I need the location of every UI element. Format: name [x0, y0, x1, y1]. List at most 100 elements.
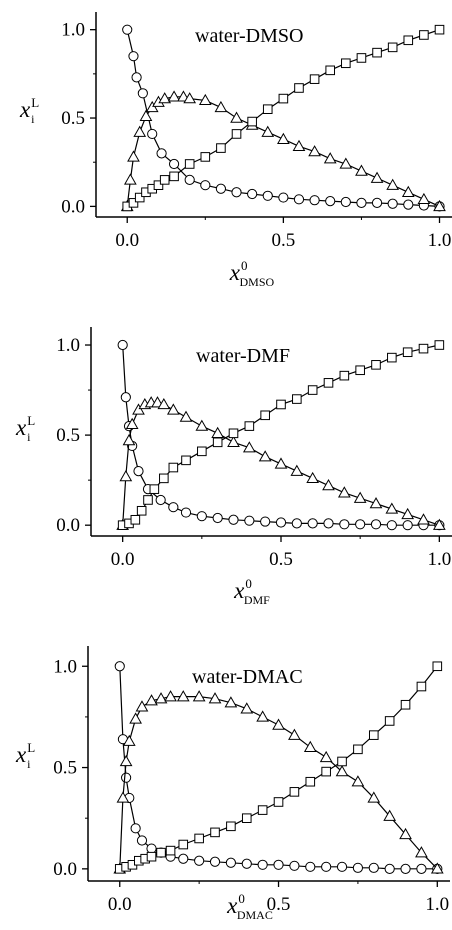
data-point-triangle [290, 464, 304, 476]
data-point-circle [137, 88, 148, 99]
data-point-square [168, 462, 179, 473]
series-square [114, 661, 443, 874]
data-point-square [169, 171, 179, 182]
data-point-triangle [129, 712, 142, 724]
data-point-triangle [240, 702, 254, 714]
x-tick-label: 1.0 [428, 230, 452, 251]
data-point-triangle [335, 765, 349, 777]
data-point-square [432, 661, 443, 672]
data-point-square [210, 827, 220, 838]
data-point-circle [400, 863, 411, 874]
data-point-square [216, 143, 226, 153]
data-point-triangle [132, 403, 145, 415]
data-point-square [368, 730, 379, 740]
data-point-square [434, 340, 445, 350]
data-point-square [134, 192, 145, 203]
data-point-square [273, 797, 284, 807]
data-point-triangle [355, 164, 368, 176]
data-point-square [159, 473, 169, 484]
data-point-triangle [415, 846, 428, 858]
data-point-square [260, 410, 270, 421]
data-point-triangle [433, 199, 446, 212]
data-point-square [418, 343, 429, 354]
data-point-triangle [135, 700, 149, 712]
data-point-triangle [164, 690, 177, 702]
data-point-square [184, 159, 195, 169]
data-point-square [136, 505, 147, 516]
data-point-triangle [274, 457, 288, 469]
data-point-triangle [369, 497, 383, 509]
data-point-triangle [127, 150, 140, 162]
data-point-square [165, 845, 176, 856]
data-point-triangle [195, 419, 209, 431]
data-point-circle [120, 392, 131, 403]
chart-panel-1: 0.0 0.5 1.0 0.0 0.5 1.0 water-DMSO xL i x0 DMSO [19, 12, 452, 289]
data-point-circle [117, 339, 128, 351]
data-point-circle [356, 197, 367, 208]
data-point-square [156, 847, 166, 858]
data-point-triangle [154, 692, 168, 704]
data-point-circle [121, 772, 132, 783]
y-tick-label: 0.5 [53, 758, 77, 779]
data-point-triangle [158, 92, 172, 104]
data-point-triangle [401, 185, 415, 197]
data-point-triangle [125, 417, 139, 429]
chart-panel-3: 0.0 0.5 1.0 0.0 0.5 1.0 water-DMAC xL i x0 DMAC [15, 646, 450, 922]
data-point-square [200, 152, 211, 162]
data-point-circle [291, 518, 302, 529]
data-point-circle [196, 511, 207, 522]
data-point-triangle [122, 734, 136, 746]
data-point-circle [131, 72, 142, 83]
data-point-circle [387, 198, 398, 209]
series-circle [117, 339, 445, 531]
data-point-triangle [319, 750, 333, 763]
data-point-triangle [303, 740, 317, 752]
data-point-circle [293, 194, 305, 205]
data-point-triangle [385, 502, 399, 514]
data-point-triangle [116, 791, 130, 803]
data-point-circle [244, 515, 255, 526]
data-point-square [402, 347, 413, 358]
data-point-circle [403, 199, 414, 210]
data-point-triangle [288, 728, 301, 740]
data-point-triangle [386, 178, 400, 190]
data-point-triangle [417, 513, 430, 525]
data-point-triangle [192, 690, 206, 702]
y-tick-label: 1.0 [61, 20, 85, 41]
data-point-circle [384, 863, 395, 874]
data-point-circle [278, 192, 289, 203]
y-axis-label: xL i [15, 413, 35, 444]
data-point-circle [371, 197, 383, 208]
data-point-square [339, 370, 350, 381]
data-point-triangle [211, 426, 225, 439]
data-point-triangle [214, 100, 228, 113]
data-point-circle [321, 861, 332, 872]
data-point-triangle [417, 192, 431, 205]
data-point-circle [180, 507, 192, 518]
series-circle [114, 661, 443, 874]
x-axis-label: x0 DMAC [226, 891, 273, 922]
data-point-square [325, 65, 336, 76]
data-point-square [194, 833, 204, 844]
data-point-triangle [399, 827, 412, 840]
data-point-square [337, 756, 347, 767]
data-point-square [341, 58, 351, 69]
series-triangle [120, 90, 446, 212]
data-point-triangle [224, 696, 238, 708]
data-point-square [323, 378, 334, 388]
data-point-circle [212, 512, 223, 524]
data-point-triangle [322, 479, 335, 491]
data-point-circle [262, 190, 273, 201]
data-point-square [146, 851, 157, 862]
data-point-square [130, 514, 141, 525]
data-point-circle [260, 516, 271, 527]
data-point-circle [130, 823, 141, 834]
data-point-circle [184, 174, 195, 185]
series-square [117, 340, 445, 530]
data-point-triangle [367, 791, 381, 803]
data-point-triangle [242, 441, 256, 453]
y-tick-label: 0.5 [56, 425, 80, 446]
data-point-circle [289, 860, 300, 871]
x-tick-label: 1.0 [425, 894, 449, 915]
